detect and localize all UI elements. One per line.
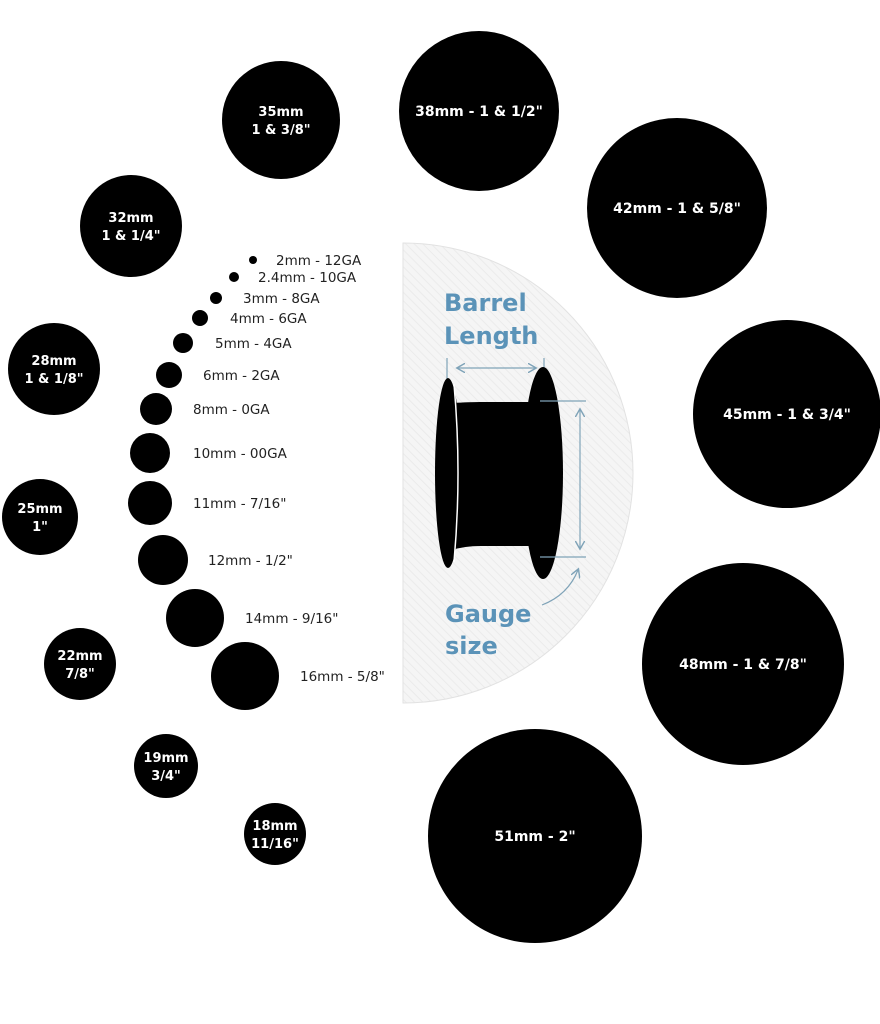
gauge-size-label: 38mm - 1 & 1/2" (415, 104, 543, 120)
gauge-size-label: 3/4" (151, 769, 181, 784)
gauge-size-item: 19mm 3/4" (134, 734, 198, 798)
gauge-circle (156, 362, 182, 388)
gauge-circle (128, 481, 172, 525)
gauge-size-item: 32mm 1 & 1/4" (80, 175, 182, 277)
gauge-size-item: 14mm - 9/16" (166, 589, 338, 647)
gauge-size-label: 2.4mm - 10GA (258, 270, 357, 286)
gauge-circle (222, 61, 340, 179)
gauge-size-item: 6mm - 2GA (156, 362, 280, 388)
gauge-size-label: 19mm (143, 751, 188, 766)
gauge-size-label: 18mm (252, 819, 297, 834)
gauge-size-label: 42mm - 1 & 5/8" (613, 201, 741, 217)
gauge-size-label: 22mm (57, 649, 102, 664)
gauge-size-label: 2mm - 12GA (276, 253, 362, 269)
plug-icon (435, 367, 563, 579)
gauge-size-label: 45mm - 1 & 3/4" (723, 407, 851, 423)
gauge-size-label: 1 & 1/4" (101, 229, 160, 244)
gauge-circle (642, 563, 844, 765)
gauge-size-label: 51mm - 2" (494, 829, 575, 845)
gauge-circle (587, 118, 767, 298)
gauge-size-label: 28mm (31, 354, 76, 369)
gauge-circle (130, 433, 170, 473)
gauge-size-item: 22mm 7/8" (44, 628, 116, 700)
gauge-size-item: 2.4mm - 10GA (229, 270, 357, 286)
gauge-circle (173, 333, 193, 353)
gauge-size-label: 25mm (17, 502, 62, 517)
gauge-size-item: 8mm - 0GA (140, 393, 270, 425)
gauge-circle (166, 589, 224, 647)
gauge-size-label: 14mm - 9/16" (245, 611, 338, 627)
gauge-circle (249, 256, 257, 264)
gauge-size-item: 2mm - 12GA (249, 253, 362, 269)
gauge-size-label: 1 & 3/8" (251, 123, 310, 138)
gauge-size-label-line2: size (445, 632, 498, 660)
gauge-size-item: 18mm 11/16" (244, 803, 306, 865)
gauge-circle (399, 31, 559, 191)
gauge-circle (229, 272, 239, 282)
gauge-size-label: 11mm - 7/16" (193, 496, 286, 512)
gauge-circle (244, 803, 306, 865)
gauge-size-item: 38mm - 1 & 1/2" (399, 31, 559, 191)
gauge-size-item: 45mm - 1 & 3/4" (693, 320, 880, 508)
gauge-circle (2, 479, 78, 555)
gauge-size-label: 1" (32, 520, 48, 535)
gauge-size-label: 12mm - 1/2" (208, 553, 293, 569)
gauge-size-item: 25mm 1" (2, 479, 78, 555)
gauge-circle (693, 320, 880, 508)
gauge-circle (428, 729, 642, 943)
barrel-length-label-line1: Barrel (444, 289, 527, 317)
gauge-size-label: 8mm - 0GA (193, 402, 270, 418)
gauge-size-item: 42mm - 1 & 5/8" (587, 118, 767, 298)
gauge-size-label: 16mm - 5/8" (300, 669, 385, 685)
gauge-size-item: 11mm - 7/16" (128, 481, 286, 525)
gauge-size-label: 6mm - 2GA (203, 368, 280, 384)
info-panel: Barrel Length Gauge size (402, 242, 634, 704)
gauge-circle (140, 393, 172, 425)
gauge-size-label: 48mm - 1 & 7/8" (679, 657, 807, 673)
gauge-size-item: 35mm 1 & 3/8" (222, 61, 340, 179)
gauge-circle (210, 292, 222, 304)
gauge-circle (8, 323, 100, 415)
gauge-circle (134, 734, 198, 798)
gauge-size-item: 5mm - 4GA (173, 333, 292, 353)
gauge-size-item: 16mm - 5/8" (211, 642, 385, 710)
gauge-size-arrow (540, 400, 586, 606)
gauge-size-label: 32mm (108, 211, 153, 226)
gauge-size-label: 1 & 1/8" (24, 372, 83, 387)
gauge-size-item: 4mm - 6GA (192, 310, 307, 327)
gauge-circle (138, 535, 188, 585)
gauge-size-label: 7/8" (65, 667, 95, 682)
gauge-size-label: 3mm - 8GA (243, 291, 320, 307)
gauge-circle (44, 628, 116, 700)
gauge-circle (80, 175, 182, 277)
gauge-size-label: 11/16" (251, 837, 299, 852)
gauge-size-item: 12mm - 1/2" (138, 535, 293, 585)
gauge-size-label-line1: Gauge (445, 600, 531, 628)
gauge-size-item: 10mm - 00GA (130, 433, 288, 473)
gauge-size-item: 28mm 1 & 1/8" (8, 323, 100, 415)
gauge-circle (192, 310, 208, 326)
gauge-size-item: 48mm - 1 & 7/8" (642, 563, 844, 765)
gauge-size-item: 3mm - 8GA (210, 291, 320, 307)
gauge-circle (211, 642, 279, 710)
gauge-size-label: 10mm - 00GA (193, 446, 288, 462)
gauge-size-label: 4mm - 6GA (230, 311, 307, 327)
gauge-size-item: 51mm - 2" (428, 729, 642, 943)
gauge-size-label: 35mm (258, 105, 303, 120)
barrel-length-label-line2: Length (444, 322, 538, 350)
gauge-size-label: 5mm - 4GA (215, 336, 292, 352)
